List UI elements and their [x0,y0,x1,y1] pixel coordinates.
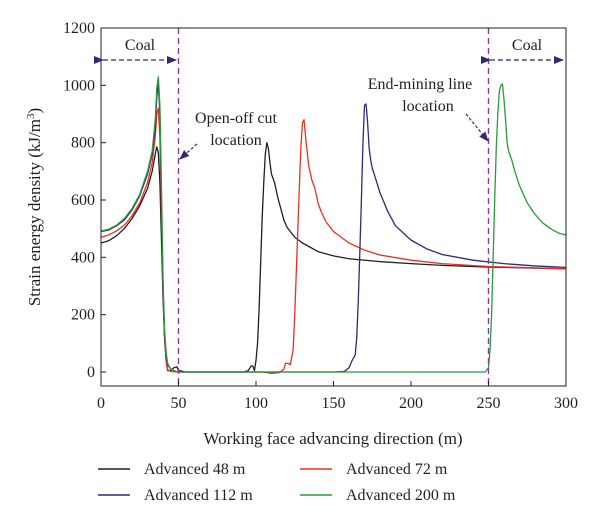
end-mining-label-line1: End-mining line [368,76,472,93]
series-line-4 [100,76,567,373]
open-off-cut-label-line2: location [210,132,262,149]
x-tick-label: 150 [322,395,346,412]
y-axis-title: Strain energy density (kJ/m3) [25,108,44,306]
y-tick-label: 1000 [63,77,95,94]
coal-left-label: Coal [125,37,156,54]
open-off-cut-arrow [179,143,198,160]
x-tick-label: 0 [97,395,105,412]
legend-label-4: Advanced 200 m [346,487,456,504]
y-tick-label: 200 [71,307,95,324]
y-tick-label: 600 [71,192,95,209]
open-off-cut-label-line1: Open-off cut [195,110,277,127]
y-tick-label: 400 [71,249,95,266]
plot-frame [100,27,567,387]
coal-right-label: Coal [512,37,543,54]
legend-label-1: Advanced 48 m [144,461,246,478]
x-tick-label: 250 [477,395,501,412]
y-tick-label: 1200 [63,20,95,37]
tick-layer: 0 50 100 150 200 250 300 0 200 400 600 800 1000 1200 [63,20,578,412]
series-layer [100,76,567,375]
end-mining-label-line2: location [402,98,454,115]
legend: Advanced 48 m Advanced 72 m Advanced 112 m… [98,461,456,504]
y-tick-label: 0 [87,364,95,381]
x-axis-title: Working face advancing direction (m) [203,429,462,448]
legend-label-2: Advanced 72 m [346,461,448,478]
series-line-2 [100,107,567,375]
x-tick-label: 300 [554,395,578,412]
y-axis-title-superscript: 3 [25,113,37,119]
y-tick-label: 800 [71,135,95,152]
series-line-3 [100,83,567,373]
x-tick-label: 100 [244,395,268,412]
y-axis-title-close: ) [25,108,44,114]
series-line-1 [100,142,567,373]
end-mining-arrow [465,113,489,142]
legend-label-3: Advanced 112 m [144,487,253,504]
y-axis-title-main: Strain energy density (kJ/m [25,119,44,306]
x-tick-label: 200 [399,395,423,412]
x-tick-label: 50 [171,395,187,412]
